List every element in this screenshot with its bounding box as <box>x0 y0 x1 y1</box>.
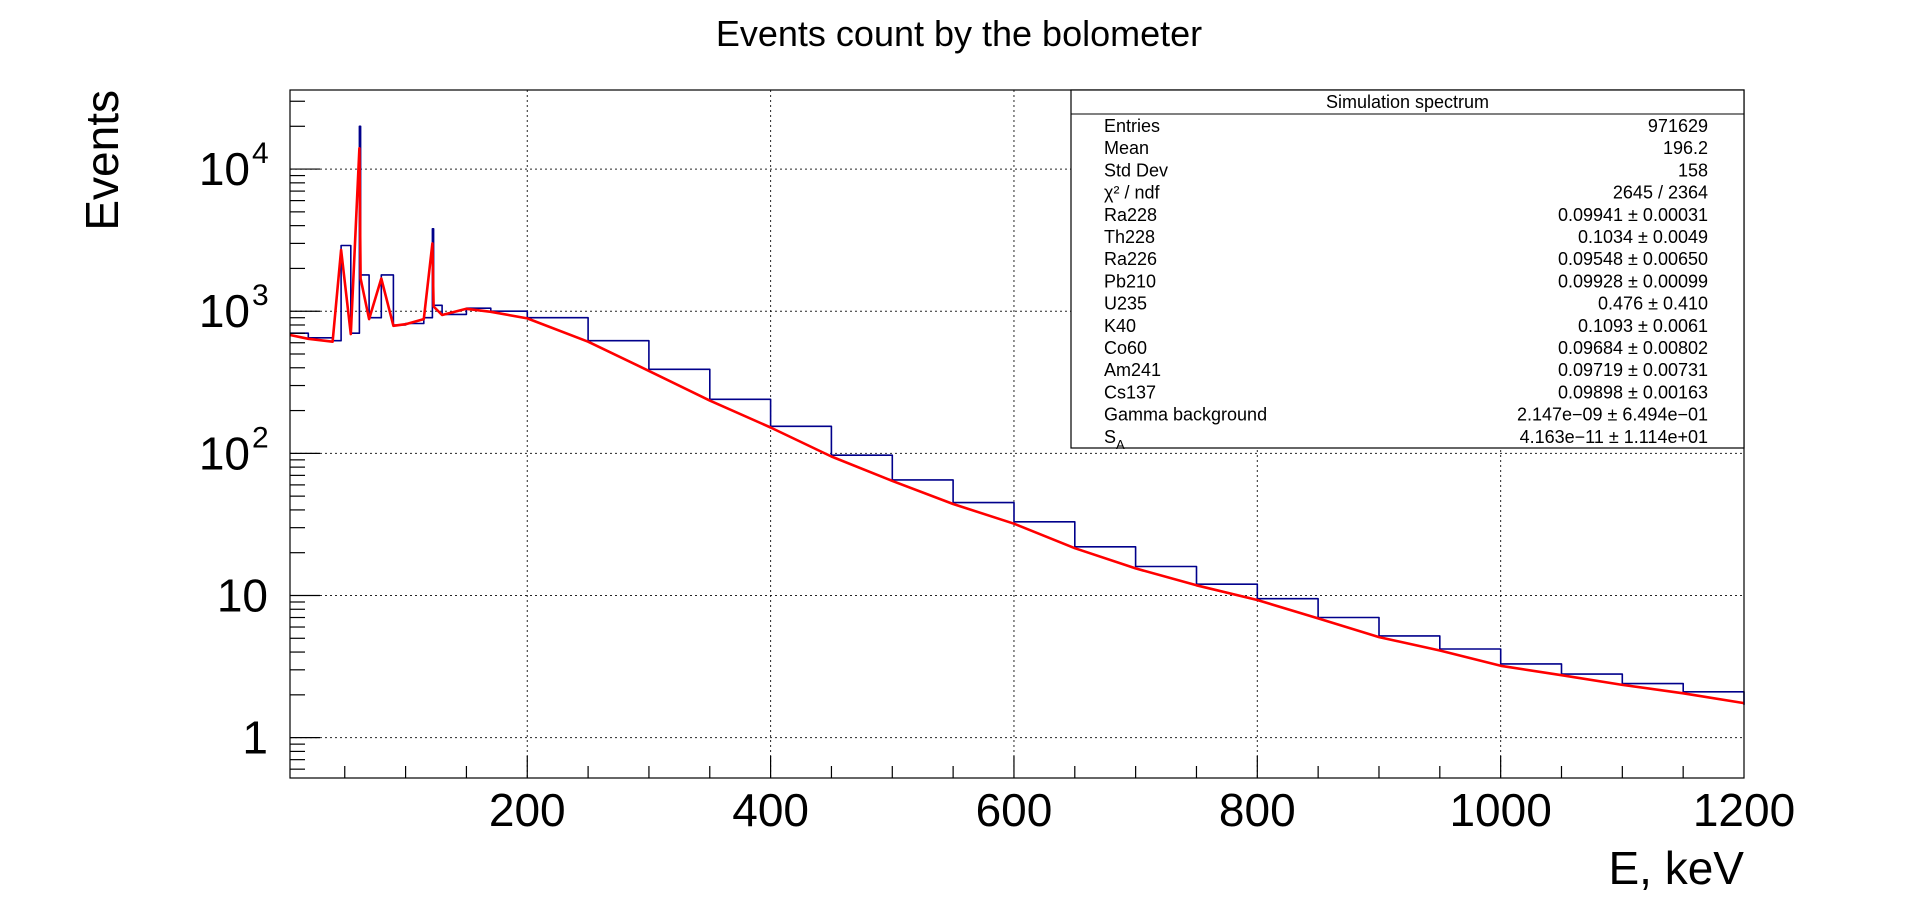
stats-row-label: Mean <box>1104 138 1149 158</box>
x-tick-label: 1200 <box>1693 784 1795 836</box>
stats-row-value: 0.09548 ± 0.00650 <box>1558 249 1708 269</box>
stats-box: Simulation spectrum Entries 971629 Mean 196.… <box>1071 90 1744 452</box>
x-tick-labels: 200 400 600 800 1000 1200 <box>489 784 1795 836</box>
stats-row-value: 0.09941 ± 0.00031 <box>1558 205 1708 225</box>
stats-row-value: 196.2 <box>1663 138 1708 158</box>
stats-row-value: 0.1093 ± 0.0061 <box>1578 316 1708 336</box>
stats-row-label: Cs137 <box>1104 382 1156 402</box>
y-tick-exponent: 2 <box>252 421 269 454</box>
y-tick-exponent: 3 <box>252 279 269 312</box>
stats-row-value: 0.09898 ± 0.00163 <box>1558 382 1708 402</box>
stats-row-value: 0.476 ± 0.410 <box>1598 294 1708 314</box>
stats-row-label: Th228 <box>1104 227 1155 247</box>
y-tick-label: 10 <box>199 427 250 479</box>
chart-title: Events count by the bolometer <box>716 13 1202 54</box>
stats-row-value: 2.147e−09 ± 6.494e−01 <box>1517 405 1708 425</box>
stats-row-label: Gamma background <box>1104 405 1267 425</box>
stats-row-label: Entries <box>1104 116 1160 136</box>
x-tick-label: 600 <box>976 784 1053 836</box>
x-tick-label: 400 <box>732 784 809 836</box>
stats-row-value: 971629 <box>1648 116 1708 136</box>
stats-row-value: 158 <box>1678 160 1708 180</box>
x-tick-label: 1000 <box>1449 784 1551 836</box>
stats-row-label: Am241 <box>1104 360 1161 380</box>
stats-row-label: χ² / ndf <box>1104 183 1160 203</box>
x-tick-label: 800 <box>1219 784 1296 836</box>
stats-row-value: 4.163e−11 ± 1.114e+01 <box>1520 427 1708 447</box>
y-tick-label: 10 <box>199 143 250 195</box>
stats-row-label: Ra228 <box>1104 205 1157 225</box>
x-axis-label: E, keV <box>1608 842 1744 894</box>
y-tick-label: 10 <box>217 569 268 621</box>
stats-row-label: Std Dev <box>1104 160 1168 180</box>
stats-row-label: K40 <box>1104 316 1136 336</box>
y-tick-label: 1 <box>242 712 268 764</box>
stats-box-title: Simulation spectrum <box>1326 92 1489 112</box>
stats-row-value: 2645 / 2364 <box>1613 183 1708 203</box>
stats-row-value: 0.09684 ± 0.00802 <box>1558 338 1708 358</box>
stats-row-value: 0.1034 ± 0.0049 <box>1578 227 1708 247</box>
stats-row-label: U235 <box>1104 294 1147 314</box>
stats-row-value: 0.09719 ± 0.00731 <box>1558 360 1708 380</box>
stats-row-label: Pb210 <box>1104 271 1156 291</box>
y-tick-exponent: 4 <box>252 137 269 170</box>
stats-row-label: Co60 <box>1104 338 1147 358</box>
stats-row-value: 0.09928 ± 0.00099 <box>1558 271 1708 291</box>
y-tick-label: 10 <box>199 285 250 337</box>
y-axis-label: Events <box>76 90 128 231</box>
x-tick-label: 200 <box>489 784 566 836</box>
stats-row-label: Ra226 <box>1104 249 1157 269</box>
